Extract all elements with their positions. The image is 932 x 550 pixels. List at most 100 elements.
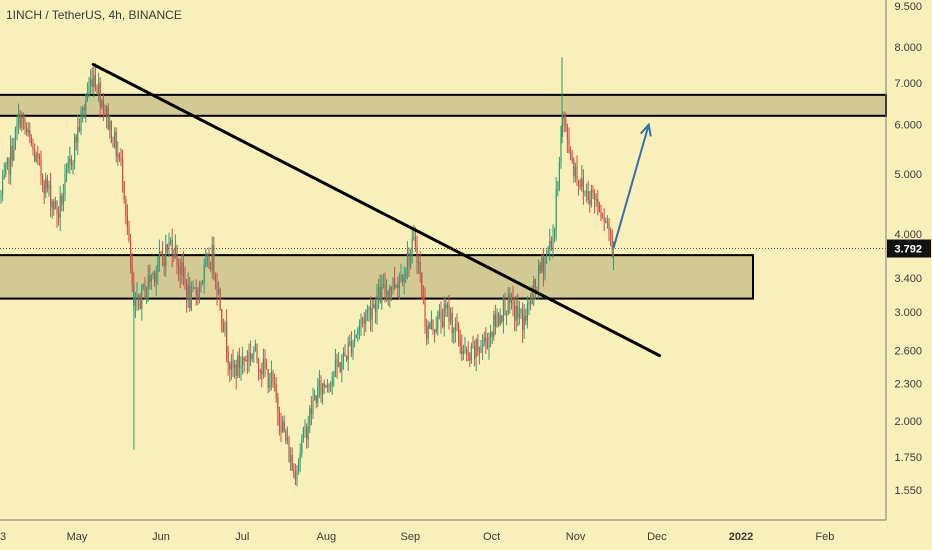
candle-body (538, 264, 540, 288)
candle-body (150, 275, 152, 283)
candle-body (534, 279, 536, 288)
candle-body (410, 251, 412, 267)
candle-body (450, 312, 452, 322)
candle-body (552, 237, 554, 251)
candle-body (88, 85, 90, 96)
candle-body (582, 178, 584, 194)
candle-body (6, 158, 8, 165)
candle-body (35, 154, 37, 162)
candle-body (138, 294, 140, 301)
candle-body (541, 257, 543, 272)
candle-body (93, 75, 95, 87)
candle-body (325, 386, 327, 388)
candle-body (85, 100, 87, 110)
candle-body (83, 107, 85, 110)
candle-body (75, 136, 77, 143)
candle-body (560, 126, 562, 162)
candle-body (605, 220, 607, 222)
candle-body (333, 374, 335, 378)
candle-body (240, 365, 242, 369)
candle-body (24, 118, 26, 129)
candle-body (454, 324, 456, 329)
candle-body (238, 355, 240, 369)
candle-body (440, 311, 442, 322)
candle-body (317, 386, 319, 403)
candle-body (99, 82, 101, 107)
candle-body (18, 114, 20, 124)
candle-body (515, 305, 517, 321)
candle-body (136, 294, 138, 299)
candle-body (603, 218, 605, 221)
candle-body (432, 319, 434, 330)
candle-body (312, 399, 314, 415)
x-tick-label: Nov (566, 531, 586, 543)
candle-body (301, 440, 303, 454)
candle-body (134, 298, 136, 306)
candle-body (16, 123, 18, 129)
candle-body (131, 266, 133, 284)
candle-body (125, 199, 127, 216)
candle-body (509, 294, 511, 304)
candle-body (302, 428, 304, 441)
candle-body (72, 162, 74, 166)
candle-body (522, 309, 524, 330)
candle-body (533, 279, 535, 293)
candle-body (397, 285, 399, 288)
candle-body (414, 236, 416, 247)
candle-body (232, 360, 234, 368)
x-tick-label: May (67, 531, 88, 543)
candle-body (448, 304, 450, 322)
candle-body (122, 159, 124, 183)
candle-body (536, 287, 538, 289)
candle-body (376, 295, 378, 312)
candle-body (539, 264, 541, 272)
candle-body (405, 270, 407, 279)
candle-body (123, 182, 125, 200)
candle-body (389, 287, 391, 297)
candle-body (547, 247, 549, 253)
candle-body (245, 359, 247, 361)
candle-body (187, 285, 189, 299)
candle-body (234, 364, 236, 368)
candle-body (82, 107, 84, 111)
candle-body (418, 262, 420, 264)
candle-body (275, 383, 277, 398)
candle-body (229, 364, 231, 370)
candle-body (347, 342, 349, 360)
candle-body (488, 337, 490, 348)
candle-body (398, 280, 400, 288)
candle-body (469, 354, 471, 361)
candle-body (182, 262, 184, 277)
candle-body (304, 426, 306, 429)
candle-body (286, 438, 288, 441)
candle-body (558, 161, 560, 190)
candle-body (424, 299, 426, 327)
candle-body (224, 322, 226, 333)
candle-body (184, 276, 186, 283)
candle-body (115, 131, 117, 157)
candle-body (189, 285, 191, 309)
candle-body (197, 294, 199, 297)
candle-body (139, 300, 141, 309)
y-tick-label: 4.000 (894, 229, 922, 241)
candle-body (406, 252, 408, 271)
candle-body (368, 307, 370, 311)
candle-body (80, 110, 82, 131)
candle-body (475, 339, 477, 358)
y-tick-label: 2.600 (894, 345, 922, 357)
candle-body (74, 136, 76, 163)
x-tick-label: 3 (0, 531, 6, 543)
candle-body (226, 322, 228, 352)
candle-body (171, 240, 173, 255)
y-tick-label: 1.750 (894, 452, 922, 464)
candle-body (518, 313, 520, 318)
candle-body (154, 272, 156, 283)
candle-body (386, 291, 388, 294)
candle-body (144, 283, 146, 299)
candle-body (253, 351, 255, 354)
candle-body (56, 201, 58, 214)
candle-body (285, 430, 287, 441)
candle-body (602, 217, 604, 219)
